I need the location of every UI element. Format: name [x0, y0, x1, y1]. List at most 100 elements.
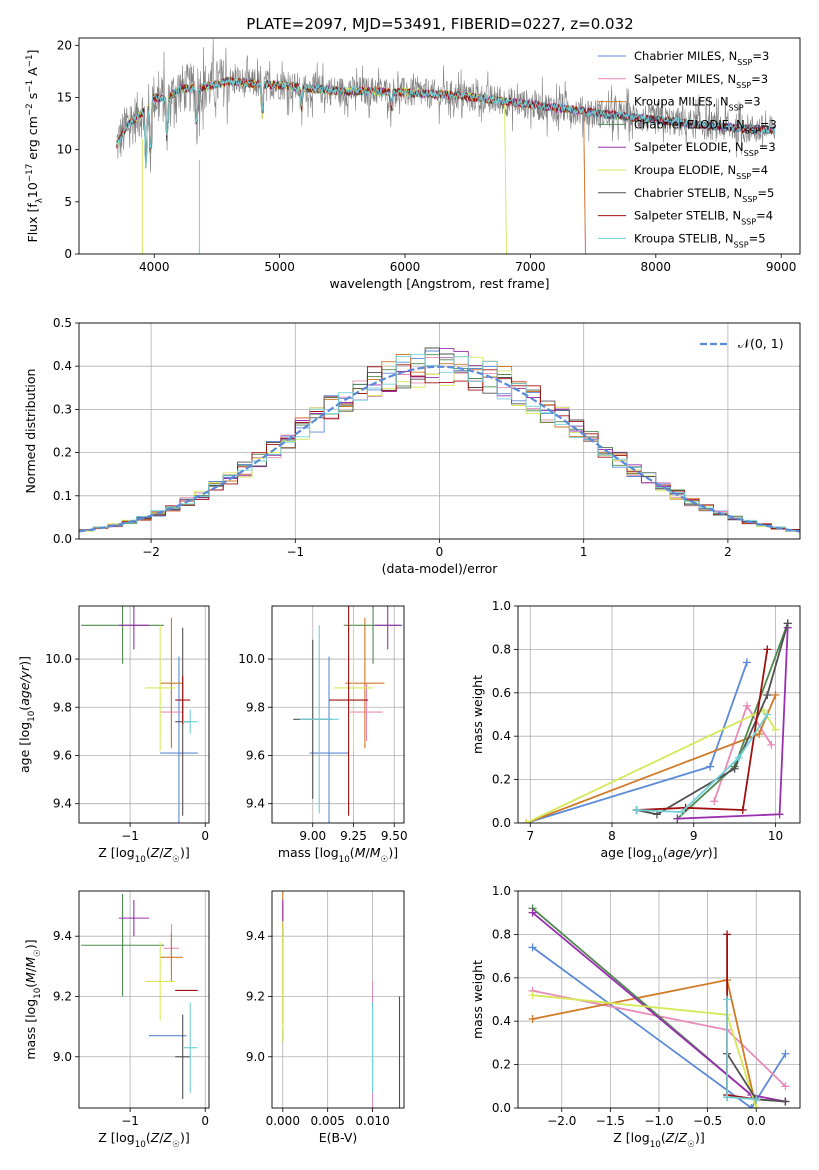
weight-marker-salpeter-stelib [723, 930, 732, 939]
y-tick-label: 1.0 [492, 884, 511, 898]
x-tick-label: −1 [121, 829, 139, 843]
spectrum-marks [116, 38, 776, 254]
age_vs_Z-marks [81, 606, 198, 823]
y-tick-label: 0.6 [492, 686, 511, 700]
y-tick-label: 15 [57, 90, 72, 104]
y-tick-label: 0.4 [492, 729, 511, 743]
x-tick-label: 0.010 [355, 1114, 389, 1128]
y-tick-label: 0.3 [53, 402, 72, 416]
weight-marker-kroupa-stelib [752, 1095, 761, 1104]
y-tick-label: 0.2 [53, 446, 72, 460]
mass_weight_vs_Z-xlabel: Z [log10(Z/Z☉)] [613, 1130, 705, 1150]
x-tick-label: 0 [201, 829, 209, 843]
weight-marker-salpeter-elodie [775, 810, 784, 819]
y-tick-label: 0.0 [53, 532, 72, 546]
age_vs_mass-plot: 9.00 9.25 9.50 9.4 9.6 9.8 10.0 mass [log10(M/M… [238, 605, 408, 865]
weight-line-kroupa-stelib [726, 999, 757, 1101]
y-tick-label: 9.4 [53, 797, 72, 811]
weight-marker-kroupa-stelib [734, 753, 743, 762]
x-tick-label: 0.0 [747, 1114, 766, 1128]
y-tick-label: 9.8 [53, 700, 72, 714]
y-tick-label: 9.6 [53, 748, 72, 762]
y-tick-label: 9.2 [246, 989, 265, 1003]
y-tick-label: 0.8 [492, 642, 511, 656]
mass_vs_Z-xlabel: Z [log10(Z/Z☉)] [98, 1130, 190, 1150]
weight-marker-chabrier-stelib [783, 619, 792, 628]
y-tick-label: 0.0 [492, 1101, 511, 1115]
legend-label: Kroupa ELODIE, NSSP=4 [634, 163, 768, 181]
residuals-ylabel: Normed distribution [23, 369, 38, 494]
age_vs_mass-xlabel: mass [log10(M/M☉)] [278, 845, 398, 865]
x-tick-label: 9.00 [299, 829, 326, 843]
x-tick-label: 8000 [641, 260, 672, 274]
mass_weight_vs_age-ylabel: mass weight [470, 675, 485, 754]
y-tick-label: 1.0 [492, 599, 511, 613]
mass_vs_ebv-frame [271, 890, 405, 1109]
mass_vs_Z-plot: −1 0 9.0 9.2 9.4 Z [log10(Z/Z☉)] mass [log10(M… [23, 890, 210, 1150]
weight-line-salpeter-stelib [636, 649, 769, 811]
weight-marker-salpeter-elodie [673, 814, 682, 823]
weight-marker-chabrier-stelib [781, 1097, 790, 1106]
x-tick-label: 0.000 [266, 1114, 300, 1128]
weight-marker-chabrier-stelib [763, 690, 772, 699]
x-tick-label: 0 [201, 1114, 209, 1128]
y-tick-label: 9.2 [53, 989, 72, 1003]
weight-marker-kroupa-miles [771, 690, 780, 699]
x-tick-label: −1 [121, 1114, 139, 1128]
weight-marker-kroupa-stelib [723, 995, 732, 1004]
legend-label: Salpeter STELIB, NSSP=4 [634, 209, 773, 227]
weight-marker-kroupa-elodie [752, 1104, 761, 1108]
legend-label: Chabrier MILES, NSSP=3 [634, 49, 769, 67]
weight-marker-kroupa-stelib [723, 1093, 732, 1102]
y-tick-label: 9.8 [246, 700, 265, 714]
plots-layer: 4000 5000 6000 7000 8000 900005101520waveleng… [17, 37, 801, 1150]
legend-label: Kroupa STELIB, NSSP=5 [634, 231, 766, 249]
x-tick-label: 4000 [139, 260, 170, 274]
model-salpeter-stelib [116, 76, 776, 163]
y-tick-label: 5 [64, 195, 72, 209]
legend-label: Salpeter ELODIE, NSSP=3 [634, 140, 776, 158]
mass_weight_vs_age-marks [522, 619, 792, 823]
x-tick-label: 0 [436, 545, 444, 559]
y-tick-label: 20 [57, 38, 72, 52]
weight-marker-chabrier-miles [781, 1049, 790, 1058]
weight-marker-kroupa-stelib [632, 805, 641, 814]
x-tick-label: −1 [286, 545, 304, 559]
age_vs_Z-xlabel: Z [log10(Z/Z☉)] [98, 845, 190, 865]
x-tick-label: 6000 [390, 260, 421, 274]
y-tick-label: 0.6 [492, 971, 511, 985]
mass_vs_Z-frame [78, 890, 210, 1109]
normal-curve [79, 365, 800, 533]
mass_weight_vs_age-frame [517, 605, 801, 824]
observed-spectrum [116, 38, 776, 173]
x-tick-label: 10 [768, 829, 783, 843]
x-tick-label: 0.005 [310, 1114, 344, 1128]
x-tick-label: 1 [580, 545, 588, 559]
legend-label: Chabrier ELODIE, NSSP=3 [634, 117, 777, 135]
y-tick-label: 9.4 [53, 929, 72, 943]
age_vs_mass-marks [293, 606, 403, 823]
x-tick-label: 9.50 [381, 829, 408, 843]
residuals-xlabel: (data-model)/error [382, 561, 499, 576]
residuals-marks [79, 347, 800, 539]
mass_weight_vs_age-plot: 7 8 9 10 0.0 0.2 0.4 0.6 0.8 1.0 age [log10(age/yr… [470, 599, 801, 865]
x-tick-label: 9 [690, 829, 698, 843]
y-tick-label: 0 [64, 247, 72, 261]
model-kroupa-miles [116, 76, 586, 254]
y-tick-label: 10.0 [238, 652, 265, 666]
residuals-frame [78, 322, 801, 540]
y-tick-label: 0.2 [492, 773, 511, 787]
weight-marker-kroupa-elodie [771, 725, 780, 734]
x-tick-label: 7 [526, 829, 534, 843]
legend-label: Chabrier STELIB, NSSP=5 [634, 186, 774, 204]
y-tick-label: 0.4 [492, 1014, 511, 1028]
x-tick-label: 2 [724, 545, 732, 559]
weight-marker-salpeter-stelib [738, 805, 747, 814]
x-tick-label: 9.25 [340, 829, 367, 843]
weight-marker-kroupa-elodie [528, 991, 537, 1000]
x-tick-label: 5000 [264, 260, 295, 274]
weight-marker-salpeter-miles [742, 701, 751, 710]
y-tick-label: 9.0 [246, 1050, 265, 1064]
weight-marker-chabrier-stelib [730, 764, 739, 773]
